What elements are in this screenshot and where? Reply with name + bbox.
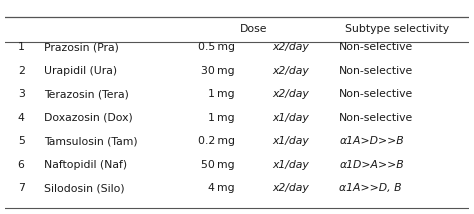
Text: Non-selective: Non-selective (339, 66, 413, 76)
Text: 1: 1 (18, 42, 25, 52)
Text: Terazosin (Tera): Terazosin (Tera) (44, 89, 129, 99)
Text: 0.5 mg: 0.5 mg (198, 42, 235, 52)
Text: 7: 7 (18, 183, 25, 193)
Text: Subtype selectivity: Subtype selectivity (345, 24, 449, 34)
Text: Silodosin (Silo): Silodosin (Silo) (44, 183, 125, 193)
Text: Non-selective: Non-selective (339, 42, 413, 52)
Text: 4: 4 (18, 113, 25, 123)
Text: x2/day: x2/day (272, 42, 309, 52)
Text: α1D>A>>B: α1D>A>>B (339, 160, 404, 170)
Text: x1/day: x1/day (272, 136, 309, 146)
Text: 4 mg: 4 mg (208, 183, 235, 193)
Text: x1/day: x1/day (272, 160, 309, 170)
Text: Dose: Dose (239, 24, 267, 34)
Text: Non-selective: Non-selective (339, 89, 413, 99)
Text: 6: 6 (18, 160, 25, 170)
Text: 1 mg: 1 mg (208, 89, 235, 99)
Text: x2/day: x2/day (272, 89, 309, 99)
Text: Prazosin (Pra): Prazosin (Pra) (44, 42, 119, 52)
Text: α1A>>D, B: α1A>>D, B (339, 183, 402, 193)
Text: 30 mg: 30 mg (201, 66, 235, 76)
Text: 5: 5 (18, 136, 25, 146)
Text: Naftopidil (Naf): Naftopidil (Naf) (44, 160, 128, 170)
Text: 50 mg: 50 mg (201, 160, 235, 170)
Text: 0.2 mg: 0.2 mg (198, 136, 235, 146)
Text: 3: 3 (18, 89, 25, 99)
Text: Tamsulosin (Tam): Tamsulosin (Tam) (44, 136, 138, 146)
Text: x2/day: x2/day (272, 183, 309, 193)
Text: Urapidil (Ura): Urapidil (Ura) (44, 66, 118, 76)
Text: x1/day: x1/day (272, 113, 309, 123)
Text: 1 mg: 1 mg (208, 113, 235, 123)
Text: Non-selective: Non-selective (339, 113, 413, 123)
Text: Doxazosin (Dox): Doxazosin (Dox) (44, 113, 133, 123)
Text: 2: 2 (18, 66, 25, 76)
Text: x2/day: x2/day (272, 66, 309, 76)
Text: α1A>D>>B: α1A>D>>B (339, 136, 404, 146)
